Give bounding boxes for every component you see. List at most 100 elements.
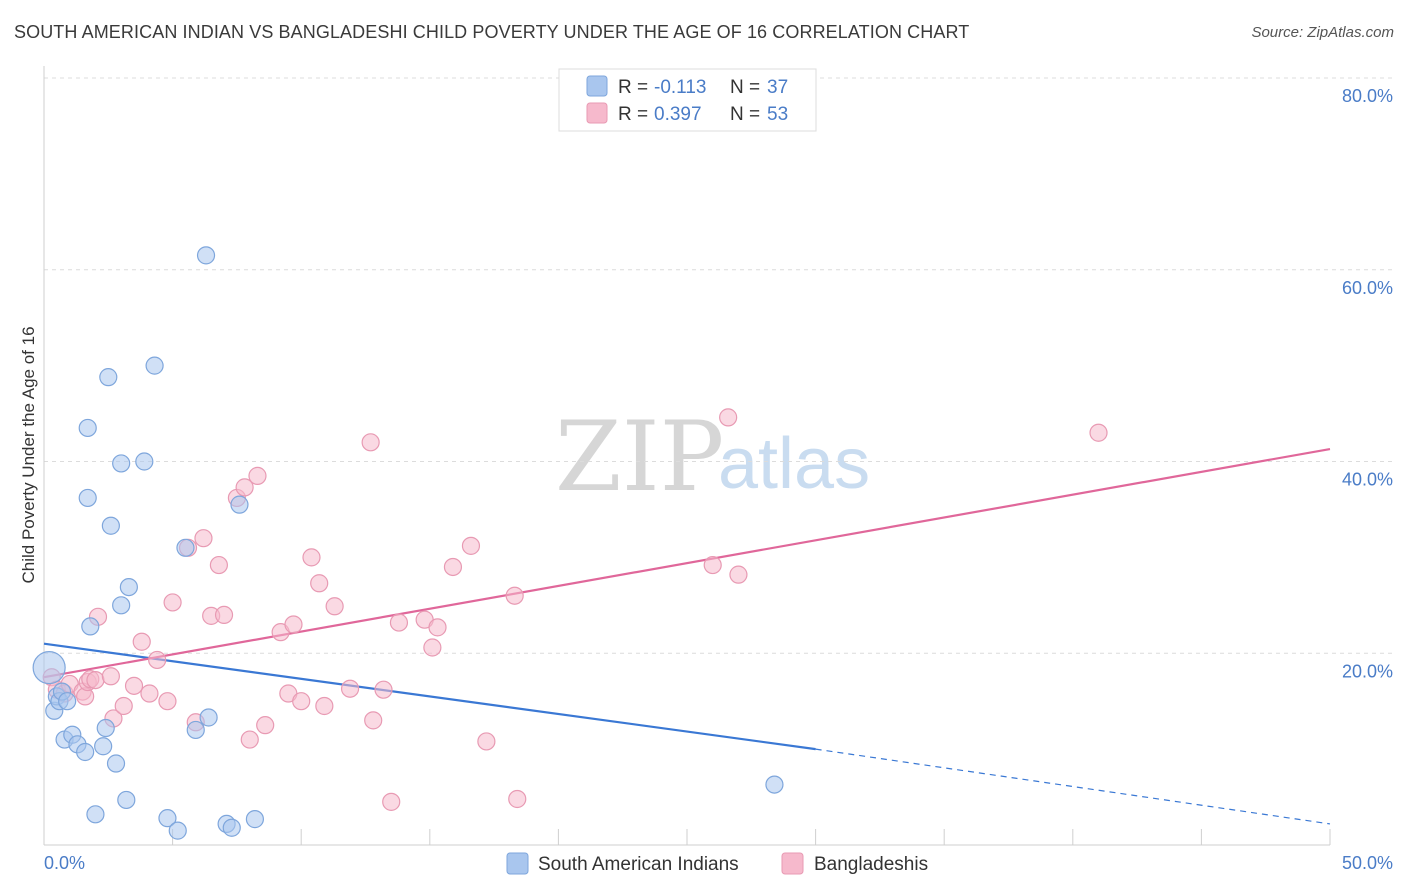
trend-lines — [43, 447, 1331, 825]
data-point-series-0 — [112, 454, 131, 473]
data-point-series-0 — [101, 516, 120, 535]
data-point-series-1 — [428, 618, 447, 637]
data-point-series-0 — [86, 805, 105, 824]
data-point-series-1 — [729, 565, 748, 584]
y-axis-label: Child Poverty Under the Age of 16 — [19, 326, 38, 583]
data-point-series-1 — [124, 676, 144, 695]
data-point-series-1 — [292, 692, 311, 711]
data-point-series-1 — [302, 548, 321, 567]
data-point-series-0 — [32, 651, 66, 685]
data-point-series-0 — [78, 418, 97, 438]
bottom-legend: South American Indians Bangladeshis — [506, 852, 928, 875]
data-point-series-1 — [86, 670, 105, 690]
data-point-series-1 — [443, 557, 463, 577]
legend-n-label-1: N = — [730, 77, 760, 98]
legend-r-label-2: R = — [618, 104, 648, 125]
data-point-series-1 — [114, 696, 133, 716]
legend-r-value-2: 0.397 — [654, 104, 702, 125]
data-point-series-0 — [106, 754, 126, 773]
data-point-series-0 — [117, 790, 136, 810]
data-point-series-0 — [176, 538, 195, 557]
data-point-series-0 — [222, 818, 241, 837]
data-point-series-0 — [158, 809, 177, 828]
data-point-series-1 — [364, 711, 383, 730]
data-point-series-0 — [96, 718, 115, 738]
bottom-legend-swatch-south-american — [506, 852, 529, 875]
data-point-series-1 — [389, 613, 409, 632]
data-point-series-1 — [248, 466, 267, 485]
top-legend: R = -0.113 N = 37 R = 0.397 N = 53 — [558, 68, 817, 132]
data-point-series-1 — [477, 732, 496, 751]
data-point-series-1 — [340, 679, 360, 698]
legend-r-value-1: -0.113 — [654, 77, 706, 98]
data-point-series-1 — [361, 433, 380, 452]
data-point-series-1 — [508, 789, 527, 809]
data-point-series-1 — [132, 632, 151, 651]
y-tick-labels: 20.0% 40.0% 60.0% 80.0% — [1342, 86, 1393, 681]
data-point-series-1 — [719, 408, 738, 427]
legend-swatch-south-american — [586, 75, 608, 97]
data-point-series-1 — [325, 597, 344, 616]
trend-line-extension-series-0 — [815, 748, 1331, 825]
data-point-series-0 — [186, 720, 205, 740]
data-point-series-0 — [78, 488, 97, 508]
bottom-legend-label-bangladeshi: Bangladeshis — [814, 854, 928, 875]
data-point-series-0 — [199, 708, 218, 727]
data-point-series-0 — [119, 577, 138, 597]
data-point-series-0 — [196, 246, 216, 265]
y-tick-label-20: 20.0% — [1342, 661, 1393, 681]
bottom-legend-swatch-bangladeshi — [781, 852, 804, 875]
y-tick-label-60: 60.0% — [1342, 278, 1393, 298]
trend-line-series-1 — [43, 447, 1331, 679]
data-point-series-1 — [461, 536, 481, 555]
data-point-series-1 — [374, 680, 393, 699]
data-point-series-1 — [140, 684, 159, 703]
data-point-series-1 — [315, 696, 334, 716]
trend-line-series-0 — [43, 642, 816, 751]
data-point-series-0 — [230, 495, 249, 514]
data-point-series-1 — [423, 638, 442, 657]
legend-n-label-2: N = — [730, 104, 760, 125]
data-point-series-0 — [112, 596, 131, 615]
data-point-series-0 — [76, 742, 95, 762]
bottom-legend-label-south-american: South American Indians — [538, 854, 739, 875]
data-point-series-1 — [163, 593, 182, 612]
legend-n-value-1: 37 — [767, 77, 788, 98]
data-point-series-1 — [148, 650, 167, 670]
data-point-series-0 — [94, 737, 113, 756]
x-tick-label-max: 50.0% — [1342, 853, 1393, 873]
data-point-series-1 — [235, 478, 254, 497]
data-point-series-0 — [145, 356, 164, 375]
data-point-series-1 — [256, 716, 275, 735]
data-point-series-0 — [99, 368, 118, 387]
legend-n-value-2: 53 — [767, 104, 788, 125]
data-point-series-0 — [81, 617, 100, 636]
data-point-series-1 — [101, 667, 120, 686]
data-point-series-1 — [1089, 423, 1108, 442]
axes — [43, 66, 1331, 846]
data-point-series-0 — [245, 810, 265, 829]
data-point-series-0 — [58, 692, 77, 711]
chart-title: SOUTH AMERICAN INDIAN VS BANGLADESHI CHI… — [14, 22, 970, 42]
y-tick-label-40: 40.0% — [1342, 470, 1393, 490]
data-points — [32, 246, 1108, 840]
data-point-series-1 — [703, 555, 722, 575]
data-point-series-1 — [194, 529, 213, 548]
data-point-series-1 — [382, 792, 401, 811]
y-tick-label-80: 80.0% — [1342, 86, 1393, 106]
data-point-series-1 — [505, 586, 524, 605]
legend-r-label-1: R = — [618, 77, 648, 98]
source-credit: Source: ZipAtlas.com — [1251, 24, 1394, 41]
data-point-series-0 — [168, 821, 187, 840]
legend-swatch-bangladeshi — [586, 102, 608, 124]
data-point-series-1 — [240, 730, 259, 749]
data-point-series-1 — [284, 615, 303, 634]
x-tick-label-min: 0.0% — [44, 853, 85, 873]
watermark-zip: ZIP — [555, 401, 724, 513]
watermark-atlas: atlas — [718, 424, 870, 504]
data-point-series-1 — [214, 605, 234, 625]
data-point-series-1 — [209, 555, 228, 575]
data-point-series-0 — [765, 775, 784, 794]
data-point-series-0 — [135, 452, 154, 471]
